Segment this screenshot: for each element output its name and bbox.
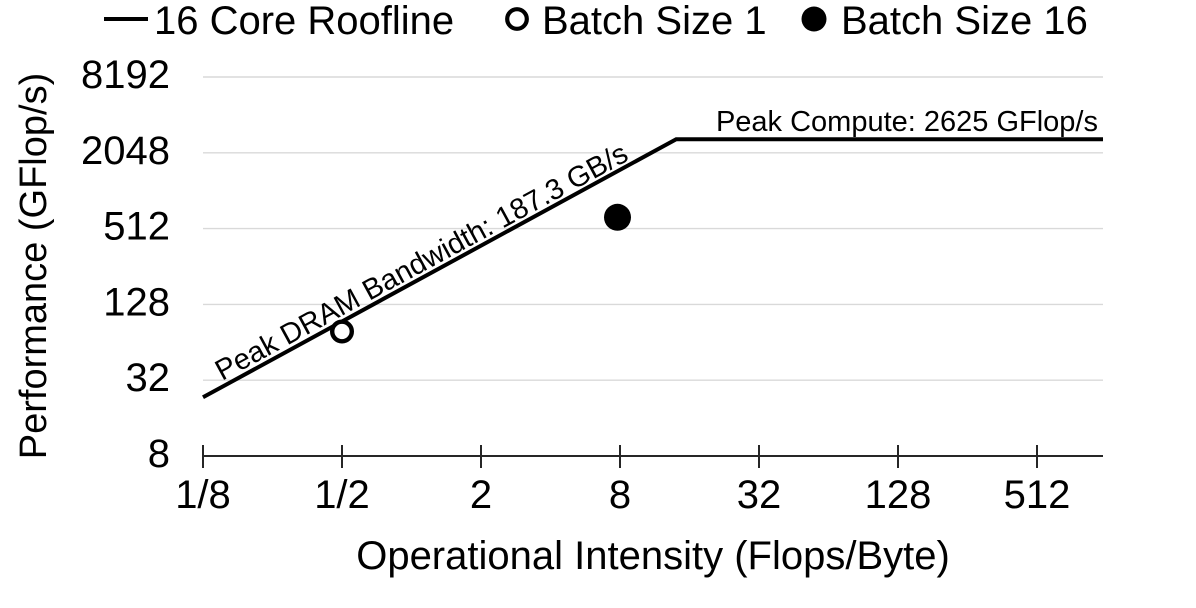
y-tick-label: 2048 <box>81 129 170 173</box>
x-tick-label: 8 <box>609 473 631 517</box>
y-tick-label: 32 <box>126 356 171 400</box>
x-tick-label: 128 <box>865 473 932 517</box>
bandwidth-roofline-label: Peak DRAM Bandwidth: 187.3 GB/s <box>210 138 633 388</box>
y-axis-title: Performance (GFlop/s) <box>13 73 55 459</box>
legend-label: Batch Size 1 <box>542 0 767 43</box>
roofline-series <box>202 137 1103 400</box>
y-tick-label: 8 <box>148 432 170 476</box>
x-axis <box>202 445 1103 468</box>
y-tick-labels: 8 32 128 512 2048 8192 <box>81 53 170 476</box>
y-tick-label: 8192 <box>81 53 170 97</box>
y-tick-label: 512 <box>103 205 170 249</box>
compute-roofline-label: Peak Compute: 2625 GFlop/s <box>716 106 1098 138</box>
x-tick-label: 32 <box>737 473 782 517</box>
legend-label: 16 Core Roofline <box>154 0 454 43</box>
x-tick-label: 1/2 <box>314 473 370 517</box>
roofline-path <box>202 137 1103 400</box>
legend-filled-circle-icon <box>801 6 827 32</box>
x-tick-labels: 1/8 1/2 2 8 32 128 512 <box>175 473 1070 517</box>
x-axis-title: Operational Intensity (Flops/Byte) <box>356 534 950 578</box>
point-batch-size-1 <box>330 319 355 344</box>
x-tick-label: 1/8 <box>175 473 231 517</box>
data-points <box>330 203 631 344</box>
point-batch-size-16 <box>604 203 631 231</box>
legend-open-circle-icon <box>505 7 529 31</box>
gridlines <box>203 76 1103 381</box>
y-tick-label: 128 <box>103 280 170 324</box>
legend-label: Batch Size 16 <box>841 0 1088 43</box>
x-tick-label: 2 <box>470 473 492 517</box>
legend: 16 Core Roofline Batch Size 1 Batch Size 1… <box>104 0 1088 43</box>
x-tick-label: 512 <box>1004 473 1071 517</box>
